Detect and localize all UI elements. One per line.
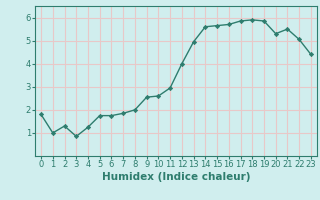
X-axis label: Humidex (Indice chaleur): Humidex (Indice chaleur) xyxy=(102,172,250,182)
